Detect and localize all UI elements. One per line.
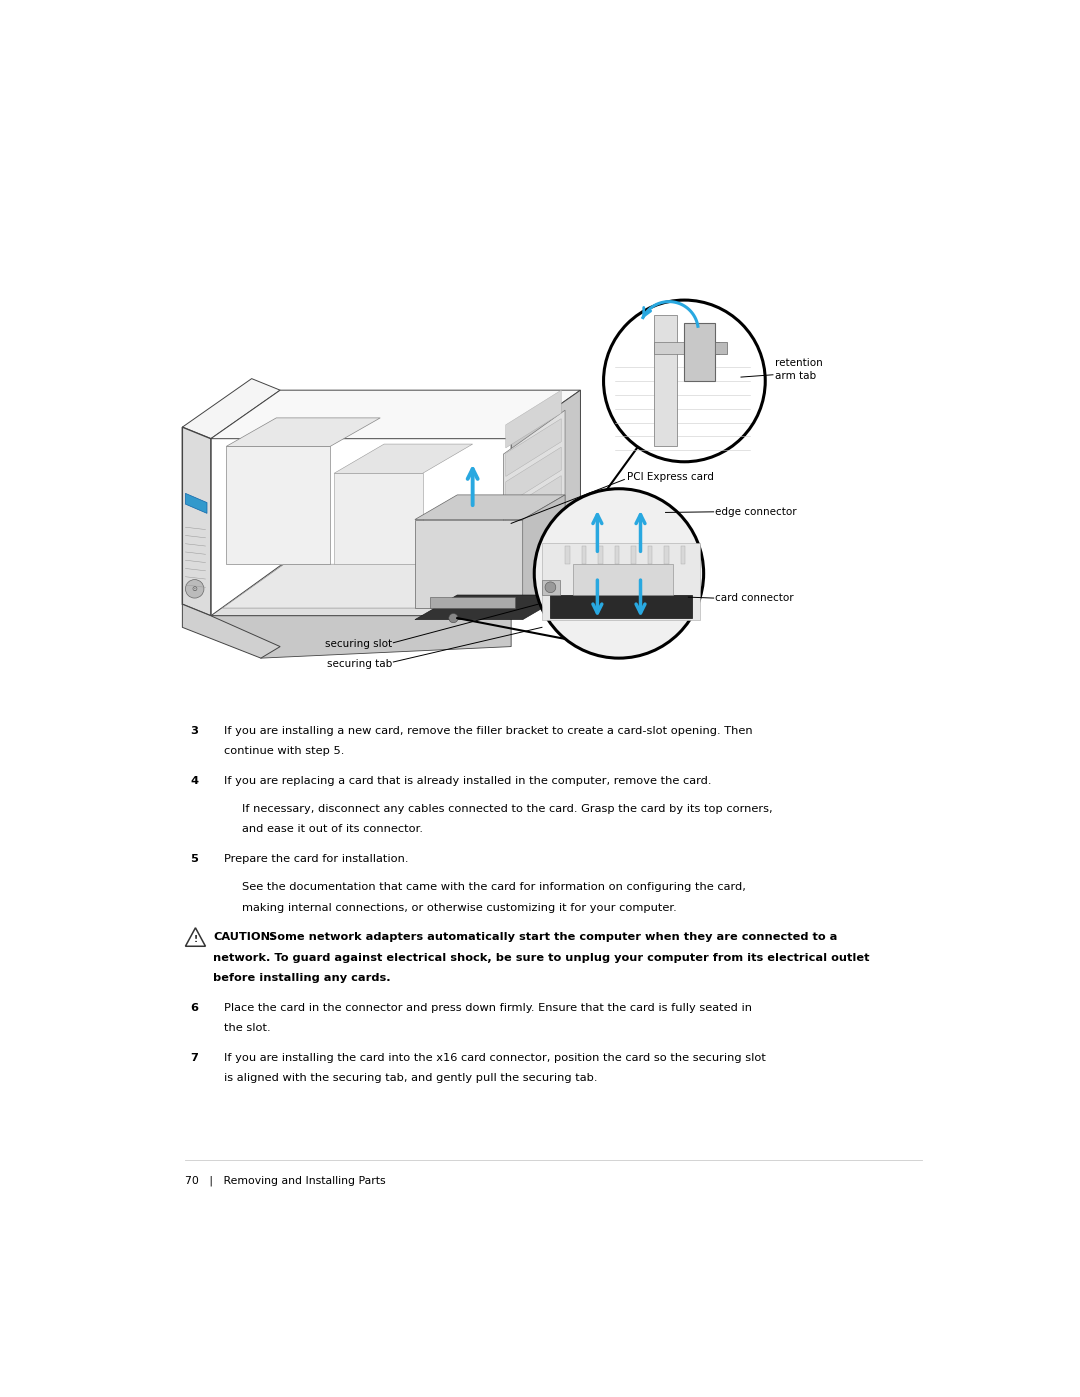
Text: PCI Express card: PCI Express card	[626, 472, 714, 482]
Polygon shape	[415, 495, 565, 520]
Circle shape	[535, 489, 704, 658]
Polygon shape	[505, 504, 562, 562]
Polygon shape	[598, 546, 603, 564]
Polygon shape	[631, 546, 636, 564]
Circle shape	[186, 580, 204, 598]
Polygon shape	[226, 447, 330, 564]
Polygon shape	[653, 316, 677, 447]
Polygon shape	[581, 546, 586, 564]
Polygon shape	[183, 427, 211, 616]
Text: 6: 6	[190, 1003, 198, 1013]
Polygon shape	[334, 444, 473, 474]
Polygon shape	[559, 535, 567, 585]
Text: Place the card in the connector and press down firmly. Ensure that the card is f: Place the card in the connector and pres…	[224, 1003, 752, 1013]
Polygon shape	[415, 520, 523, 608]
Text: If necessary, disconnect any cables connected to the card. Grasp the card by its: If necessary, disconnect any cables conn…	[242, 805, 772, 814]
Text: edge connector: edge connector	[715, 507, 797, 517]
Polygon shape	[505, 419, 562, 476]
Polygon shape	[572, 564, 673, 595]
Polygon shape	[550, 595, 692, 617]
Text: If you are installing the card into the x16 card connector, position the card so: If you are installing the card into the …	[224, 1053, 766, 1063]
Text: 4: 4	[190, 775, 198, 787]
Text: securing slot: securing slot	[325, 640, 392, 650]
Text: securing tab: securing tab	[326, 659, 392, 669]
Circle shape	[449, 613, 458, 623]
Text: and ease it out of its connector.: and ease it out of its connector.	[242, 824, 422, 834]
Polygon shape	[183, 427, 211, 616]
Text: continue with step 5.: continue with step 5.	[224, 746, 345, 756]
Polygon shape	[505, 390, 562, 448]
Polygon shape	[715, 342, 727, 353]
Polygon shape	[430, 597, 515, 608]
Text: If you are installing a new card, remove the filler bracket to create a card-slo: If you are installing a new card, remove…	[224, 726, 753, 736]
Text: See the documentation that came with the card for information on configuring the: See the documentation that came with the…	[242, 882, 745, 893]
Polygon shape	[523, 495, 565, 608]
Polygon shape	[542, 580, 559, 595]
Text: 7: 7	[190, 1053, 198, 1063]
Text: !: !	[193, 935, 198, 944]
Polygon shape	[685, 323, 715, 381]
Text: 3: 3	[190, 726, 198, 736]
Polygon shape	[615, 546, 619, 564]
Polygon shape	[211, 616, 511, 658]
Text: making internal connections, or otherwise customizing it for your computer.: making internal connections, or otherwis…	[242, 902, 676, 912]
Polygon shape	[183, 379, 280, 439]
Polygon shape	[664, 546, 669, 564]
Polygon shape	[211, 390, 580, 439]
Polygon shape	[226, 418, 380, 447]
Polygon shape	[653, 342, 719, 353]
Text: CAUTION:: CAUTION:	[213, 932, 275, 942]
Text: 70   |   Removing and Installing Parts: 70 | Removing and Installing Parts	[186, 1175, 386, 1186]
Text: before installing any cards.: before installing any cards.	[213, 974, 391, 983]
Text: card connector: card connector	[715, 594, 794, 604]
Polygon shape	[186, 928, 205, 946]
Text: ⊙: ⊙	[192, 585, 198, 592]
Polygon shape	[211, 566, 580, 616]
Polygon shape	[183, 605, 280, 658]
Polygon shape	[680, 546, 685, 564]
Polygon shape	[542, 542, 700, 620]
Polygon shape	[505, 475, 562, 534]
Circle shape	[604, 300, 766, 462]
Polygon shape	[503, 411, 565, 608]
Polygon shape	[505, 447, 562, 504]
Text: Prepare the card for installation.: Prepare the card for installation.	[224, 854, 408, 865]
Text: network. To guard against electrical shock, be sure to unplug your computer from: network. To guard against electrical sho…	[213, 953, 869, 963]
Polygon shape	[415, 595, 565, 620]
Text: the slot.: the slot.	[224, 1023, 271, 1034]
Text: retention
arm tab: retention arm tab	[775, 358, 823, 380]
Text: is aligned with the securing tab, and gently pull the securing tab.: is aligned with the securing tab, and ge…	[224, 1073, 597, 1083]
Polygon shape	[222, 564, 565, 608]
Circle shape	[545, 583, 556, 592]
Text: Some network adapters automatically start the computer when they are connected t: Some network adapters automatically star…	[269, 932, 837, 942]
Text: 5: 5	[190, 854, 198, 865]
Polygon shape	[565, 546, 569, 564]
Polygon shape	[511, 390, 580, 616]
Polygon shape	[334, 474, 422, 564]
Polygon shape	[648, 546, 652, 564]
Polygon shape	[186, 493, 207, 513]
Text: If you are replacing a card that is already installed in the computer, remove th: If you are replacing a card that is alre…	[224, 775, 712, 787]
